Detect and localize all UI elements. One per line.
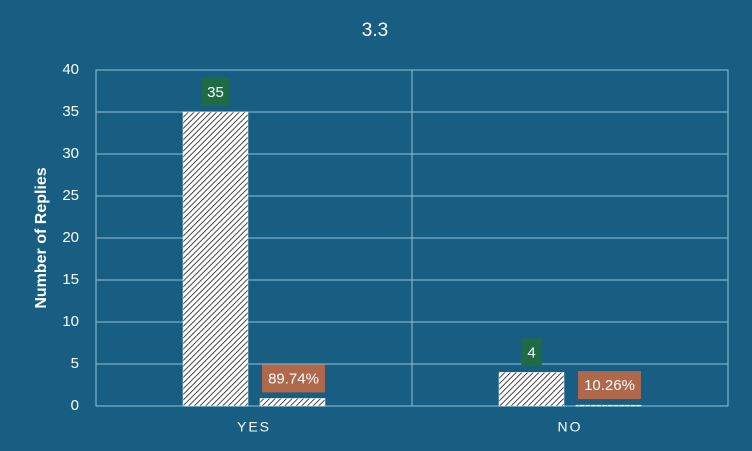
y-axis-label: Number of Replies xyxy=(33,167,50,308)
y-tick-label: 35 xyxy=(62,103,79,120)
data-label: 10.26% xyxy=(578,371,641,400)
y-tick-label: 0 xyxy=(71,397,79,414)
y-tick-label: 5 xyxy=(71,355,79,372)
data-label-box xyxy=(521,338,542,367)
y-tick-label: 10 xyxy=(62,313,79,330)
y-tick-label: 30 xyxy=(62,145,79,162)
bar xyxy=(259,398,326,407)
x-tick-label: YES xyxy=(237,419,271,435)
data-label: 35 xyxy=(201,78,230,106)
bar xyxy=(575,404,642,407)
data-label-box xyxy=(262,364,325,393)
data-label-text: 89.74% xyxy=(268,370,319,387)
bar xyxy=(498,372,565,407)
data-label-text: 10.26% xyxy=(584,377,635,394)
y-tick-label: 40 xyxy=(62,61,79,78)
data-label-text: 35 xyxy=(207,84,224,101)
bar xyxy=(182,111,249,407)
y-tick-label: 25 xyxy=(62,187,79,204)
chart-title: 3.3 xyxy=(362,20,388,41)
data-label-box xyxy=(201,78,230,106)
y-tick-label: 20 xyxy=(62,229,79,246)
data-label: 4 xyxy=(521,338,542,367)
data-label-box xyxy=(578,371,641,400)
x-tick-label: NO xyxy=(558,419,583,435)
data-label-text: 4 xyxy=(527,344,535,361)
data-label: 89.74% xyxy=(262,364,325,393)
y-tick-label: 15 xyxy=(62,271,79,288)
